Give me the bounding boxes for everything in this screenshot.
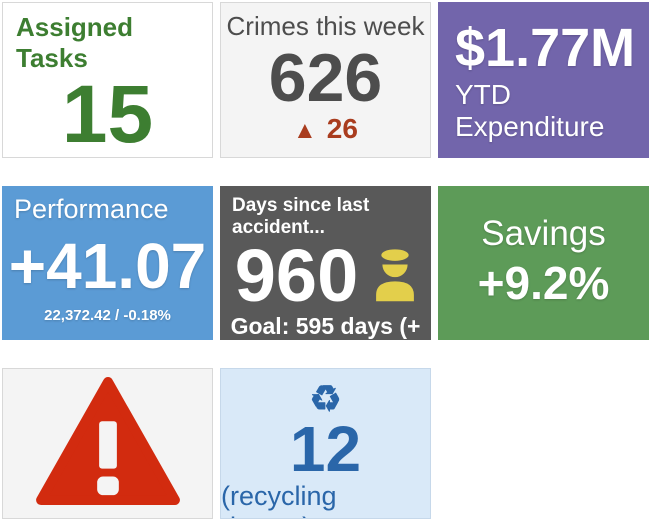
recycle-icon: ♻ <box>309 378 342 419</box>
card-value: +41.07 <box>8 230 207 302</box>
card-value: 626 <box>268 39 383 116</box>
card-ytd-expenditure[interactable]: $1.77M YTD Expenditure <box>438 2 649 158</box>
card-label: YTD Expenditure <box>455 79 605 143</box>
card-value: $1.77M <box>455 17 636 78</box>
card-title: Crimes this week <box>226 11 425 41</box>
card-days-since-accident[interactable]: Days since last accident... 960 Goal: 59… <box>220 186 431 340</box>
worker-person-icon <box>374 246 416 307</box>
goal-text: Goal: 595 days (+ 161.3%) <box>230 313 421 339</box>
delta-value: 26 <box>326 113 358 144</box>
card-warning[interactable] <box>2 368 213 519</box>
card-savings[interactable]: Savings +9.2% <box>438 186 649 340</box>
card-recycling[interactable]: ♻ 12 (recycling depots) <box>220 368 431 519</box>
empty-slot <box>438 368 649 519</box>
delta-indicator: ▲ 26 <box>221 113 430 157</box>
card-title: Days since last accident... <box>232 195 370 238</box>
card-value: 12 <box>289 413 362 485</box>
card-label: (recycling depots) <box>221 481 337 518</box>
card-detail: 22,372.42 / -0.18% <box>44 307 171 324</box>
card-value: +9.2% <box>477 257 610 310</box>
card-crimes-this-week[interactable]: Crimes this week 626 ▲ 26 <box>220 2 431 158</box>
card-value: 960 <box>234 234 359 317</box>
card-performance[interactable]: Performance +41.07 22,372.42 / -0.18% <box>2 186 213 340</box>
card-assigned-tasks[interactable]: Assigned Tasks 15 <box>2 2 213 158</box>
warning-triangle-icon <box>34 375 182 512</box>
up-arrow-icon: ▲ <box>293 117 317 144</box>
card-title: Performance <box>14 194 169 224</box>
card-title: Assigned Tasks <box>16 12 134 73</box>
card-title: Savings <box>481 214 606 254</box>
card-value: 15 <box>61 69 154 158</box>
